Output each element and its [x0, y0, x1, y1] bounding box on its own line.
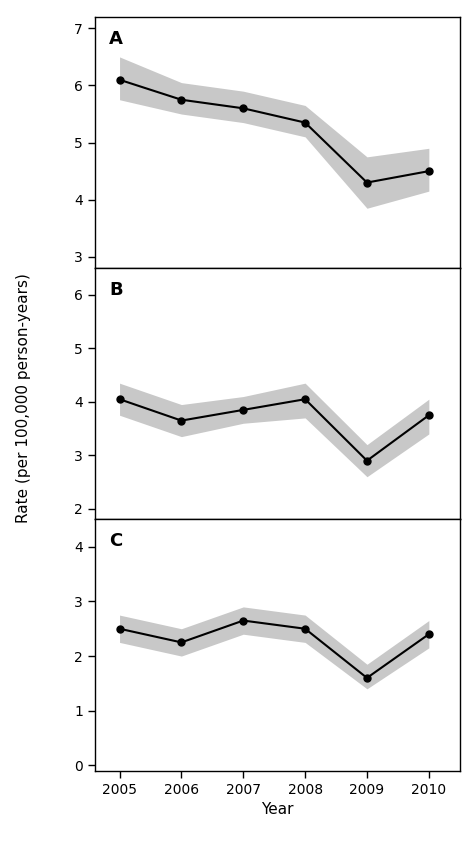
X-axis label: Year: Year	[261, 802, 293, 817]
Text: A: A	[109, 30, 123, 47]
Text: B: B	[109, 281, 123, 299]
Text: C: C	[109, 532, 123, 550]
Text: Rate (per 100,000 person-years): Rate (per 100,000 person-years)	[16, 273, 31, 523]
